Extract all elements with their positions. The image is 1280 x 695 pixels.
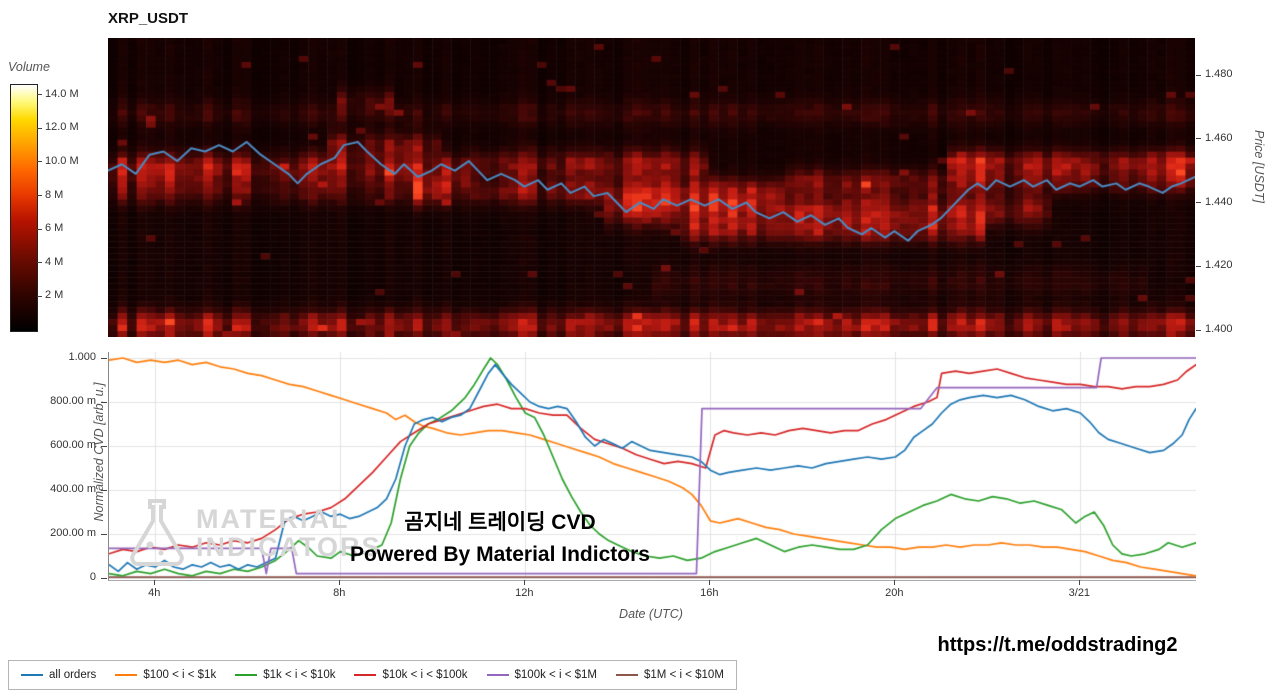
volume-tick-mark: [37, 94, 42, 96]
volume-tick-label: 4 M: [45, 255, 64, 268]
price-tick-mark: [1196, 202, 1201, 203]
date-axis-label: Date (UTC): [619, 607, 683, 621]
price-axis-label: Price [USDT]: [1252, 130, 1266, 203]
volume-colorbar: [10, 84, 38, 332]
cvd-axis-label: Normalized CVD [arb. u.]: [92, 382, 106, 522]
page-title: XRP_USDT: [108, 10, 189, 27]
price-tick-label: 1.480: [1205, 68, 1233, 80]
volume-tick-label: 6 M: [45, 222, 64, 235]
cvd-tick-label: 600.00 m: [50, 439, 96, 451]
date-tick-mark: [893, 580, 895, 585]
volume-tick-mark: [37, 228, 42, 230]
brand-watermark-line1: MATERIAL: [196, 503, 350, 534]
cvd-tick-label: 800.00 m: [50, 395, 96, 407]
legend-item: $10k < i < $100k: [354, 669, 468, 681]
cvd-tick-label: 400.00 m: [50, 483, 96, 495]
legend-line-swatch: [21, 674, 43, 676]
legend-item: $1M < i < $10M: [616, 669, 724, 681]
date-tick-label: 12h: [515, 587, 534, 599]
volume-tick-mark: [37, 127, 42, 129]
legend-item: all orders: [21, 669, 96, 681]
date-tick-label: 20h: [885, 587, 904, 599]
legend-line-swatch: [616, 674, 638, 676]
legend-item: $100 < i < $1k: [115, 669, 216, 681]
volume-tick-mark: [37, 295, 42, 297]
price-tick-label: 1.440: [1205, 195, 1233, 208]
volume-tick-label: 12.0 M: [45, 121, 79, 134]
legend-label: $100 < i < $1k: [143, 669, 217, 681]
legend-item: $1k < i < $10k: [235, 669, 335, 681]
volume-heatmap-canvas: [108, 38, 1195, 337]
legend-label: $10k < i < $100k: [382, 669, 468, 681]
price-tick-label: 1.420: [1205, 259, 1233, 272]
price-tick-mark: [1196, 265, 1201, 267]
telegram-url-text: https://t.me/oddstrading2: [937, 634, 1178, 656]
price-tick-mark: [1196, 74, 1201, 76]
legend-label: $100k < i < $1M: [514, 669, 597, 681]
date-tick-mark: [708, 580, 710, 585]
price-tick-mark: [1196, 329, 1201, 331]
legend-line-swatch: [354, 674, 377, 676]
date-tick-mark: [153, 580, 155, 585]
volume-axis-label: Volume: [8, 60, 50, 74]
cvd-tick-mark: [101, 533, 107, 535]
legend-line-swatch: [235, 674, 258, 676]
volume-tick-label: 8 M: [45, 188, 64, 201]
volume-tick-mark: [37, 161, 42, 163]
legend-line-swatch: [115, 674, 138, 676]
cvd-tick-mark: [101, 445, 107, 447]
date-tick-label: 4h: [148, 587, 161, 599]
volume-tick-mark: [37, 195, 42, 197]
cvd-tick-label: 1.000: [68, 351, 96, 363]
cvd-tick-mark: [101, 489, 107, 491]
cvd-tick-mark: [101, 357, 107, 359]
cvd-tick-label: 0: [89, 571, 96, 583]
brand-watermark-line2: INDICATORS: [196, 532, 382, 562]
date-tick-label: 16h: [700, 587, 719, 599]
price-tick-label: 1.460: [1205, 131, 1233, 144]
date-tick-label: 8h: [333, 587, 346, 599]
cvd-tick-mark: [101, 577, 107, 579]
cvd-tick-label: 200.00 m: [50, 527, 96, 539]
legend-item: $100k < i < $1M: [486, 669, 597, 681]
volume-tick-label: 10.0 M: [45, 154, 79, 167]
watermark-text-line1: 곰지네 트레이딩 CVD: [404, 511, 596, 534]
volume-tick-label: 2 M: [45, 289, 64, 302]
price-tick-label: 1.400: [1205, 323, 1233, 335]
cvd-chart-canvas: [108, 352, 1196, 581]
flask-icon: [130, 499, 184, 566]
watermark-text-line2: Powered By Material Indictors: [350, 543, 650, 566]
date-tick-mark: [1078, 580, 1080, 585]
volume-tick-label: 14.0 M: [45, 87, 79, 100]
cvd-tick-mark: [101, 401, 107, 403]
legend-label: all orders: [49, 669, 97, 681]
legend-label: $1M < i < $10M: [644, 669, 724, 681]
date-tick-mark: [338, 580, 340, 585]
legend-line-swatch: [486, 674, 509, 676]
date-tick-label: 3/21: [1068, 587, 1091, 599]
date-tick-mark: [523, 580, 525, 585]
volume-tick-mark: [37, 262, 42, 264]
legend-label: $1k < i < $10k: [263, 669, 336, 681]
brand-watermark: MATERIAL INDICATORS: [128, 497, 382, 569]
series-legend: all orders $100 < i < $1k $1k < i < $10k $1…: [8, 660, 737, 690]
price-tick-mark: [1196, 138, 1201, 140]
